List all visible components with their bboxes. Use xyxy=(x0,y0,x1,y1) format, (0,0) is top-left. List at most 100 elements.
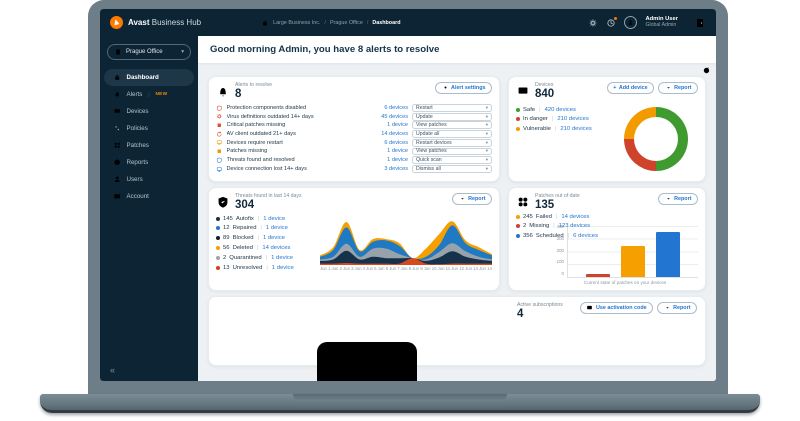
alert-action-select[interactable]: View patches ▾ xyxy=(412,121,492,130)
legend-devices-link[interactable]: 1 device xyxy=(262,235,285,242)
org-selector-label: Prague Office xyxy=(126,49,163,55)
alert-devices-link[interactable]: 45 devices xyxy=(381,113,408,120)
legend-devices-link[interactable]: 6 devices xyxy=(573,233,599,240)
alert-action-select[interactable]: Restart ▾ xyxy=(412,104,492,112)
legend-separator xyxy=(256,245,259,251)
legend-dot xyxy=(516,107,520,112)
alert-label: AV client outdated 21+ days xyxy=(226,131,296,138)
breadcrumb-separator xyxy=(367,20,369,26)
patches-legend: 245Failed14 devices 2Missing123 devices … xyxy=(516,212,698,241)
alert-row: AV client outdated 21+ days 14 devices Upd… xyxy=(216,130,492,139)
sidebar-item-label: Devices xyxy=(126,108,149,115)
y-tick-label: 0 xyxy=(561,271,564,276)
patches-report-button[interactable]: Report xyxy=(658,193,698,205)
alert-settings-button[interactable]: Alert settings xyxy=(435,82,492,94)
sidebar-item-users[interactable]: Users xyxy=(104,171,194,188)
alert-row: Devices require restart 6 devices Restart … xyxy=(216,138,492,147)
legend-devices-link[interactable]: 14 devices xyxy=(561,213,590,220)
alert-devices-link[interactable]: 1 device xyxy=(387,148,408,155)
devices-card: Devices 840 + Add device Report xyxy=(508,76,706,182)
sidebar-item-dashboard[interactable]: Dashboard xyxy=(104,69,194,86)
legend-devices-link[interactable]: 1 device xyxy=(271,264,294,271)
settings-gear-icon[interactable] xyxy=(588,18,598,28)
breadcrumb-item[interactable]: Prague Office xyxy=(329,19,363,26)
legend-devices-link[interactable]: 420 devices xyxy=(544,106,577,113)
alert-devices-link[interactable]: 3 devices xyxy=(384,165,408,172)
use-activation-code-button[interactable]: Use activation code xyxy=(579,302,654,314)
sidebar-item-reports[interactable]: Reports xyxy=(104,154,194,171)
selected-action: Restart xyxy=(416,104,433,111)
legend-devices-link[interactable]: 210 devices xyxy=(557,116,589,123)
threats-report-button[interactable]: Report xyxy=(452,193,492,205)
sidebar-item-policies[interactable]: Policies xyxy=(104,120,194,137)
add-device-button[interactable]: + Add device xyxy=(606,82,655,94)
alert-action-select[interactable]: Dismiss all ▾ xyxy=(412,164,492,173)
patch-icon xyxy=(216,122,223,129)
alert-label: Threats found and resolved xyxy=(226,157,295,164)
threats-x-axis: Jun 1 Jun 2 Jun 3 Jun 4 Jun 5 Jun 6 Jun 7 Jun 8… xyxy=(320,266,492,271)
legend-devices-link[interactable]: 1 device xyxy=(265,225,288,232)
alert-devices-link[interactable]: 1 device xyxy=(387,122,408,129)
legend-label: In danger xyxy=(523,116,548,123)
monitor-icon xyxy=(216,166,223,173)
virus-icon xyxy=(216,113,223,120)
legend-devices-link[interactable]: 123 devices xyxy=(558,223,591,230)
notifications-icon[interactable] xyxy=(606,16,618,28)
legend-devices-link[interactable]: 210 devices xyxy=(560,126,592,133)
logout-icon[interactable] xyxy=(694,17,706,29)
refresh-icon[interactable] xyxy=(702,66,711,75)
legend-item: Safe 420 devices xyxy=(516,105,592,115)
legend-devices-link[interactable]: 14 devices xyxy=(262,244,291,251)
alert-label: Protection components disabled xyxy=(226,104,307,111)
alert-label: Device connection lost 14+ days xyxy=(226,165,307,172)
sidebar-item-account[interactable]: Account xyxy=(104,188,194,205)
sidebar-item-devices[interactable]: Devices xyxy=(104,103,194,120)
legend-separator xyxy=(538,107,541,113)
legend-dot xyxy=(516,127,520,132)
alert-devices-link[interactable]: 6 devices xyxy=(384,139,408,146)
alert-devices-link[interactable]: 1 device xyxy=(387,157,408,164)
legend-devices-link[interactable]: 1 device xyxy=(271,254,294,261)
alert-action-select[interactable]: Restart devices ▾ xyxy=(412,138,492,147)
x-tick-label: Jun 7 xyxy=(389,266,400,272)
legend-separator xyxy=(552,223,555,229)
breadcrumb-item-current[interactable]: Dashboard xyxy=(372,19,401,26)
bar-missing xyxy=(586,274,610,277)
pie-chart-icon xyxy=(113,158,122,167)
sidebar-collapse-button[interactable]: « xyxy=(110,365,116,375)
legend-dot xyxy=(216,255,220,260)
building-icon xyxy=(114,48,122,56)
card-title: Threats found in last 14 days xyxy=(235,193,302,199)
legend-label: Repaired xyxy=(232,225,257,232)
x-tick-label: Jun 1 xyxy=(320,266,331,272)
alert-action-select[interactable]: Update ▾ xyxy=(412,112,492,121)
legend-devices-link[interactable]: 1 device xyxy=(263,215,286,222)
sidebar-item-alerts[interactable]: Alerts NEW xyxy=(104,86,194,103)
avatar[interactable] xyxy=(624,16,638,29)
alert-devices-link[interactable]: 6 devices xyxy=(384,104,408,111)
selected-action: Quick scan xyxy=(416,157,442,164)
breadcrumb-item[interactable]: Large Business Inc. xyxy=(273,19,321,26)
alert-action-select[interactable]: Update all ▾ xyxy=(412,130,492,138)
selected-action: Update xyxy=(416,113,433,120)
user-icon xyxy=(113,175,122,184)
org-selector-dropdown[interactable]: Prague Office ▾ xyxy=(107,44,191,60)
user-info[interactable]: Admin User Global Admin xyxy=(645,16,678,28)
sidebar-item-patches[interactable]: Patches xyxy=(104,137,194,154)
threats-card: Threats found in last 14 days 304 Report xyxy=(208,187,500,291)
sidebar-item-label: Dashboard xyxy=(126,74,159,81)
card-icon xyxy=(586,304,593,311)
devices-report-button[interactable]: Report xyxy=(658,82,698,94)
button-label: Report xyxy=(674,195,692,202)
legend-dot xyxy=(516,224,520,229)
chevron-down-icon: ▾ xyxy=(485,104,488,110)
alert-action-select[interactable]: Quick scan ▾ xyxy=(412,156,492,164)
selected-action: Dismiss all xyxy=(416,165,441,172)
alert-devices-link[interactable]: 14 devices xyxy=(381,131,408,138)
x-tick-label: Jun 6 xyxy=(377,266,389,272)
subscriptions-report-button[interactable]: Report xyxy=(657,302,697,314)
alerts-count: 8 xyxy=(235,88,242,100)
x-tick-label: Jun 2 xyxy=(331,266,343,272)
alert-action-select[interactable]: View patches ▾ xyxy=(412,147,492,156)
